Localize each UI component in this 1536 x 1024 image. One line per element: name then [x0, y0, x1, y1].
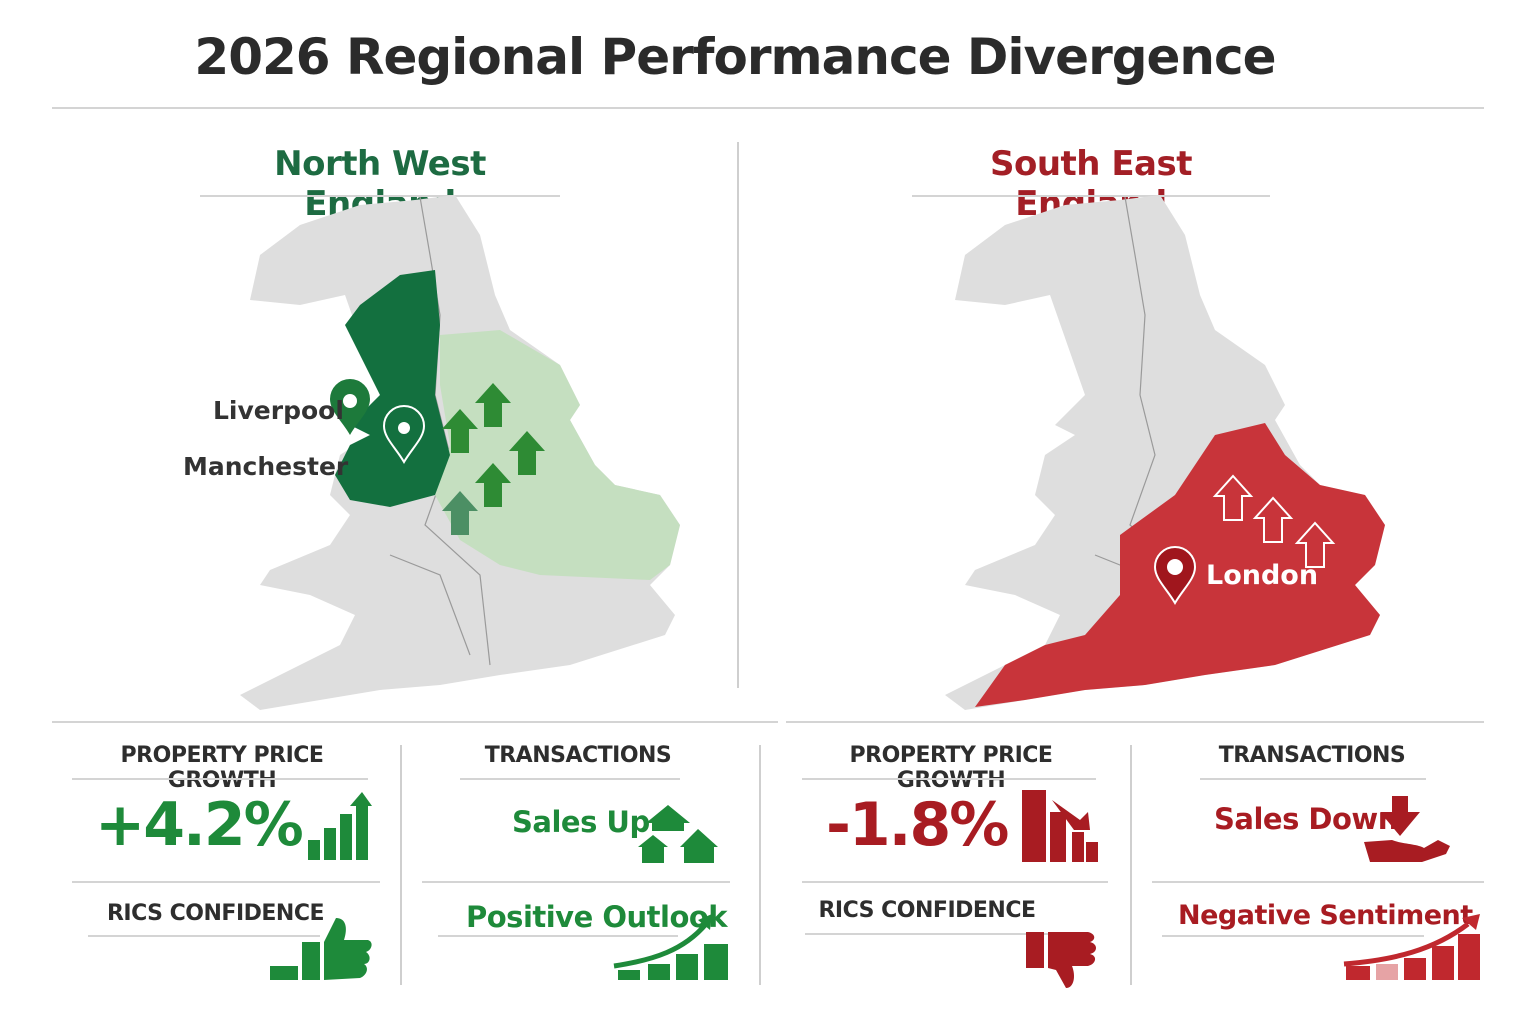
houses-icon	[638, 805, 718, 863]
column-divider	[759, 745, 761, 985]
location-pin-icon	[1154, 546, 1196, 604]
bar-chart-up-icon	[308, 792, 372, 860]
growth-chart-icon	[613, 914, 728, 980]
city-label-manchester: Manchester	[183, 452, 349, 481]
region-north-west	[335, 270, 450, 507]
transactions-label: TRANSACTIONS	[1218, 743, 1406, 768]
label-underline	[88, 935, 320, 937]
page-title: 2026 Regional Performance Divergence	[194, 28, 1276, 86]
rics-label: RICS CONFIDENCE	[106, 901, 325, 926]
rising-chart-icon	[1343, 914, 1480, 980]
map-north-west	[240, 195, 680, 710]
region-underline	[912, 195, 1270, 197]
row-divider	[72, 881, 380, 883]
row-divider	[422, 881, 730, 883]
rics-label: RICS CONFIDENCE	[818, 898, 1036, 923]
transactions-value: Sales Down	[1214, 802, 1398, 836]
region-underline	[200, 195, 560, 197]
thumbs-up-icon	[270, 918, 372, 980]
section-divider	[52, 721, 778, 723]
label-underline	[460, 778, 680, 780]
price-growth-value: -1.8%	[826, 790, 1009, 860]
price-growth-label: PROPERTY PRICE GROWTH	[849, 743, 1053, 793]
label-underline	[438, 935, 678, 937]
outlook-value: Positive Outlook	[466, 900, 728, 934]
title-divider	[52, 107, 1484, 109]
label-underline	[1200, 778, 1426, 780]
transactions-label: TRANSACTIONS	[484, 743, 672, 768]
column-divider	[1130, 745, 1132, 985]
section-divider	[786, 721, 1484, 723]
label-underline	[802, 778, 1096, 780]
row-divider	[1152, 881, 1484, 883]
transactions-value: Sales Up	[512, 805, 650, 839]
panel-divider	[737, 142, 739, 688]
city-label-london: London	[1206, 560, 1319, 591]
location-pin-icon	[330, 379, 425, 463]
thumbs-down-icon	[1026, 932, 1096, 988]
row-divider	[802, 881, 1108, 883]
map-south-east	[945, 195, 1385, 710]
bar-chart-down-icon	[1022, 790, 1098, 862]
price-growth-label: PROPERTY PRICE GROWTH	[120, 743, 324, 793]
hand-down-arrow-icon	[1364, 796, 1450, 862]
price-growth-value: +4.2%	[95, 790, 304, 860]
label-underline	[72, 778, 368, 780]
city-label-liverpool: Liverpool	[213, 396, 344, 425]
sentiment-value: Negative Sentiment	[1178, 900, 1473, 931]
label-underline	[1162, 935, 1424, 937]
region-yorkshire-midlands	[435, 330, 680, 580]
column-divider	[400, 745, 402, 985]
label-underline	[805, 933, 1049, 935]
